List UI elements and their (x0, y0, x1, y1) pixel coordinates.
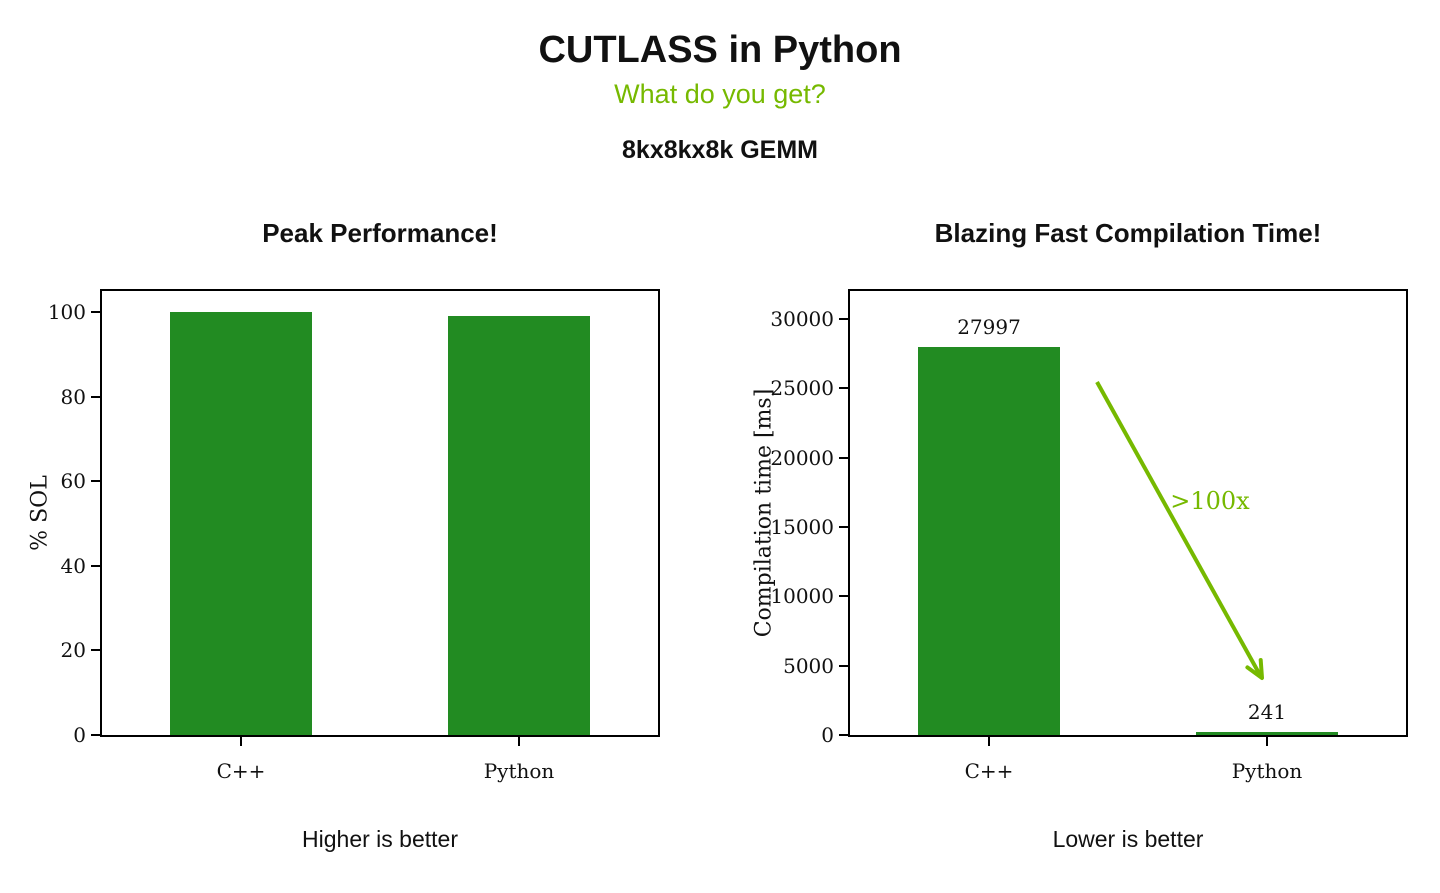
y-tick-label: 40 (60, 553, 86, 578)
x-tick-mark (988, 737, 990, 746)
y-tick-mark (839, 734, 848, 736)
chart-peak-performance: Peak Performance! % SOL 0 20 40 60 80 100 C++ P… (28, 200, 660, 890)
benchmark-label: 8kx8kx8k GEMM (622, 135, 818, 164)
bar-value-label: 27997 (957, 314, 1021, 339)
page-title: CUTLASS in Python (538, 29, 902, 71)
y-tick-mark (839, 595, 848, 598)
y-tick-label: 5000 (783, 653, 834, 678)
y-tick-label: 10000 (770, 584, 834, 609)
page-header: CUTLASS in Python What do you get? 8kx8k… (0, 0, 1440, 165)
chart-title: Peak Performance! (262, 218, 498, 248)
chart-compilation-time: Blazing Fast Compilation Time! Compilati… (752, 200, 1408, 890)
bar-c (170, 312, 312, 735)
x-tick-mark (1266, 737, 1268, 746)
y-tick-label: 60 (60, 469, 86, 494)
y-tick-label: 20 (60, 638, 86, 663)
y-tick-mark (91, 480, 100, 483)
y-tick-label: 0 (821, 723, 834, 747)
bar-value-label: 241 (1247, 699, 1287, 724)
y-tick-label: 100 (47, 300, 86, 325)
y-tick-mark (839, 664, 848, 667)
bar-python (1196, 731, 1338, 735)
y-tick-mark (839, 456, 848, 459)
y-tick-mark (91, 395, 100, 398)
y-tick-mark (91, 311, 100, 314)
chart-caption: Higher is better (302, 826, 458, 852)
x-tick-mark (518, 737, 520, 746)
page-subtitle: What do you get? (614, 78, 826, 109)
y-tick-mark (91, 649, 100, 652)
plot-area: % SOL 0 20 40 60 80 100 C++ Python (28, 289, 660, 783)
chart-caption: Lower is better (1052, 826, 1204, 852)
y-tick-mark (839, 387, 848, 390)
y-tick-label: 0 (73, 723, 86, 747)
y-tick-label: 25000 (770, 376, 834, 401)
y-tick-label: 20000 (770, 445, 834, 470)
y-axis-label: % SOL (27, 475, 53, 551)
x-tick-mark (240, 737, 242, 746)
y-tick-mark (839, 317, 848, 320)
chart-title: Blazing Fast Compilation Time! (934, 218, 1322, 248)
x-tick-label: Python (483, 759, 555, 783)
y-tick-mark (91, 734, 100, 736)
plot-area: Compilation time [ms] >100x 0 5000 10000 15… (752, 289, 1408, 783)
y-tick-label: 30000 (770, 306, 834, 331)
speedup-annotation: >100x (1170, 487, 1250, 515)
bar-python (448, 316, 590, 735)
y-tick-label: 80 (60, 384, 86, 409)
y-tick-mark (91, 564, 100, 567)
y-tick-mark (839, 525, 848, 528)
x-tick-label: C++ (964, 759, 1014, 783)
y-tick-label: 15000 (770, 514, 834, 539)
bar-c (918, 346, 1060, 735)
x-tick-label: C++ (216, 759, 266, 783)
x-tick-label: Python (1231, 759, 1303, 783)
